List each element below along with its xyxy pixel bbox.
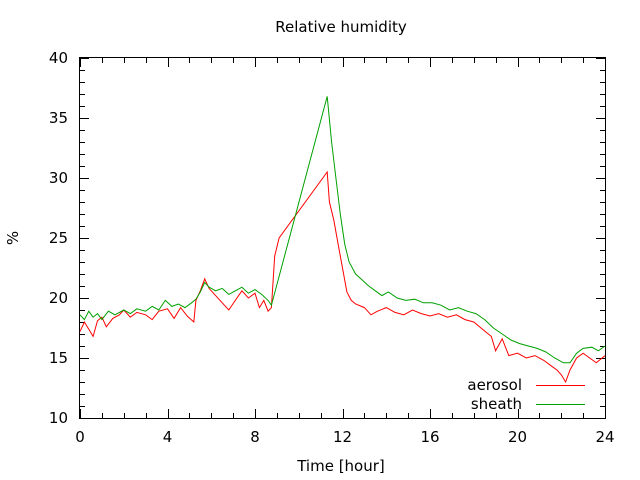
y-axis-label: %	[4, 231, 22, 245]
y-tick-label: 40	[49, 49, 68, 67]
x-tick-label: 4	[163, 428, 173, 446]
x-tick-label: 24	[595, 428, 614, 446]
y-tick-label: 15	[49, 349, 68, 367]
x-tick-label: 20	[508, 428, 527, 446]
series-layer	[79, 96, 606, 384]
x-tick-label: 0	[75, 428, 85, 446]
legend-label-aerosol: aerosol	[467, 376, 522, 394]
axis-ticks: 0 4 8 12 16 20 24 10 15 20 25 30 35 40	[49, 49, 615, 446]
y-tick-label: 20	[49, 289, 68, 307]
x-axis-label: Time [hour]	[296, 457, 385, 475]
series-line-aerosol	[79, 170, 606, 384]
x-tick-label: 8	[250, 428, 260, 446]
chart-title: Relative humidity	[275, 18, 407, 36]
x-tick-label: 12	[333, 428, 352, 446]
y-tick-label: 30	[49, 169, 68, 187]
y-tick-label: 25	[49, 229, 68, 247]
legend-label-sheath: sheath	[471, 395, 522, 413]
y-tick-label: 10	[49, 409, 68, 427]
plot-area-frame	[79, 57, 606, 419]
y-tick-label: 35	[49, 109, 68, 127]
x-tick-label: 16	[420, 428, 439, 446]
series-line-sheath	[79, 96, 606, 364]
